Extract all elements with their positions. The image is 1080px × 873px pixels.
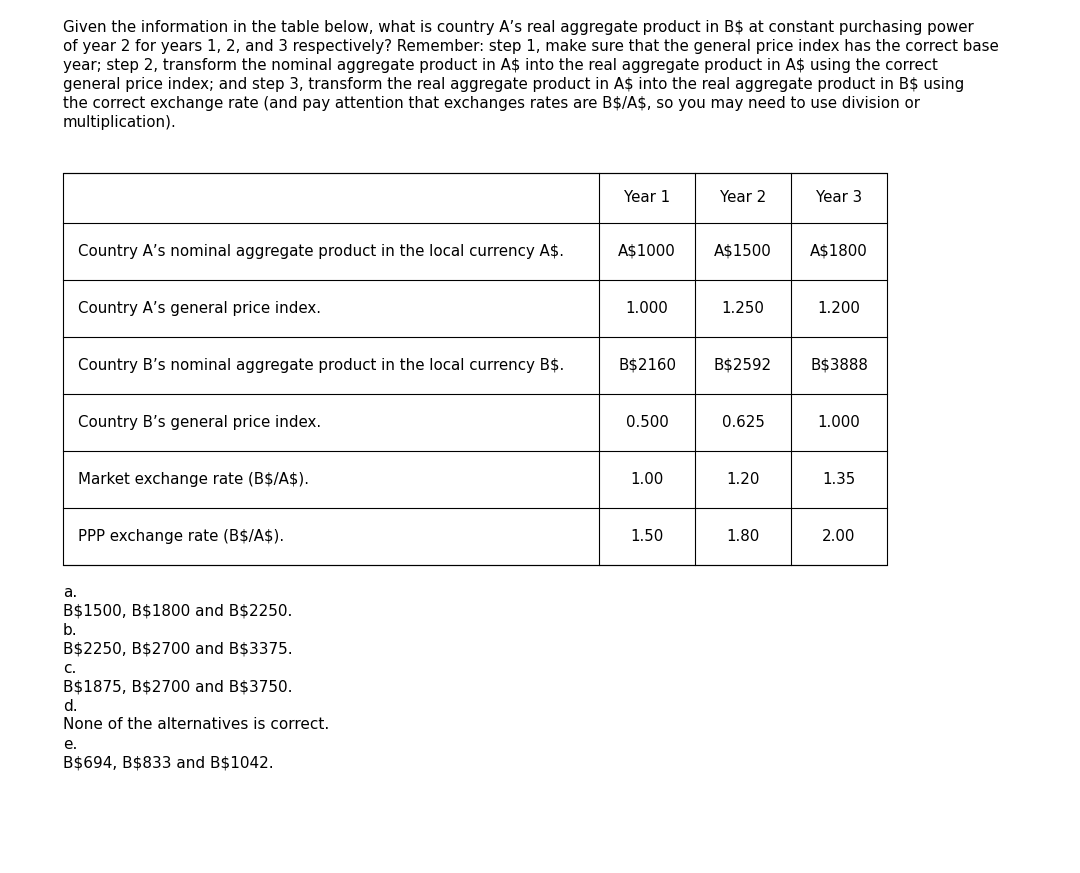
Text: 0.500: 0.500 [625, 415, 669, 430]
Text: Year 1: Year 1 [624, 190, 670, 205]
Text: Country B’s nominal aggregate product in the local currency B\$.: Country B’s nominal aggregate product in… [78, 358, 564, 373]
Text: a.: a. [63, 585, 78, 600]
Text: B\$2160: B\$2160 [618, 358, 676, 373]
Text: Year 2: Year 2 [720, 190, 766, 205]
Text: 1.80: 1.80 [727, 529, 759, 544]
Text: Country A’s general price index.: Country A’s general price index. [78, 301, 321, 316]
Text: PPP exchange rate (B\$/A\$).: PPP exchange rate (B\$/A\$). [78, 529, 284, 544]
Text: 1.35: 1.35 [822, 472, 855, 487]
Text: B\$694, B\$833 and B\$1042.: B\$694, B\$833 and B\$1042. [63, 755, 273, 770]
Text: multiplication).: multiplication). [63, 115, 177, 130]
Text: d.: d. [63, 699, 78, 714]
Text: B\$3888: B\$3888 [810, 358, 868, 373]
Text: Country A’s nominal aggregate product in the local currency A\$.: Country A’s nominal aggregate product in… [78, 244, 564, 259]
Text: Market exchange rate (B\$/A\$).: Market exchange rate (B\$/A\$). [78, 472, 309, 487]
Text: b.: b. [63, 623, 78, 638]
Text: 1.250: 1.250 [721, 301, 765, 316]
Text: 2.00: 2.00 [822, 529, 855, 544]
Text: B\$1500, B\$1800 and B\$2250.: B\$1500, B\$1800 and B\$2250. [63, 603, 293, 618]
Text: 1.000: 1.000 [625, 301, 669, 316]
Text: general price index; and step 3, transform the real aggregate product in A\$ int: general price index; and step 3, transfo… [63, 77, 964, 92]
Text: Country B’s general price index.: Country B’s general price index. [78, 415, 321, 430]
Text: Given the information in the table below, what is country A’s real aggregate pro: Given the information in the table below… [63, 20, 974, 35]
Text: A\$1000: A\$1000 [618, 244, 676, 259]
Text: year; step 2, transform the nominal aggregate product in A\$ into the real aggre: year; step 2, transform the nominal aggr… [63, 58, 937, 73]
Text: e.: e. [63, 737, 78, 752]
Text: the correct exchange rate (and pay attention that exchanges rates are B\$/A\$, s: the correct exchange rate (and pay atten… [63, 96, 920, 111]
Text: 1.200: 1.200 [818, 301, 861, 316]
Text: None of the alternatives is correct.: None of the alternatives is correct. [63, 717, 329, 732]
Text: Year 3: Year 3 [815, 190, 862, 205]
Text: B\$1875, B\$2700 and B\$3750.: B\$1875, B\$2700 and B\$3750. [63, 679, 293, 694]
Text: B\$2592: B\$2592 [714, 358, 772, 373]
Text: 1.00: 1.00 [631, 472, 663, 487]
Text: 1.20: 1.20 [727, 472, 759, 487]
Text: 1.50: 1.50 [631, 529, 663, 544]
Text: c.: c. [63, 661, 77, 676]
Text: B\$2250, B\$2700 and B\$3375.: B\$2250, B\$2700 and B\$3375. [63, 641, 293, 656]
Text: A\$1500: A\$1500 [714, 244, 772, 259]
Text: 1.000: 1.000 [818, 415, 861, 430]
Text: A\$1800: A\$1800 [810, 244, 868, 259]
Text: 0.625: 0.625 [721, 415, 765, 430]
Text: of year 2 for years 1, 2, and 3 respectively? Remember: step 1, make sure that t: of year 2 for years 1, 2, and 3 respecti… [63, 39, 999, 54]
Bar [63, 173, 887, 565]
